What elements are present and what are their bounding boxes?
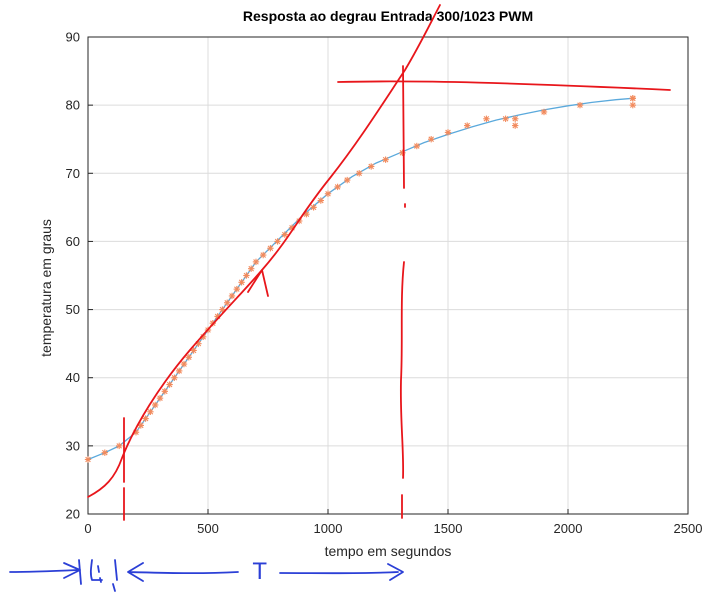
x-tick-label: 2000 [554,521,583,536]
data-point [502,115,509,122]
x-tick-label: 2500 [674,521,703,536]
time-constant-marker-3 [399,261,405,479]
y-axis-label: temperatura em graus [38,219,54,357]
data-point [101,449,108,456]
dead-time-bracket-left [78,559,82,585]
plot-area-frame [87,36,689,515]
data-point [156,394,164,402]
data-point [252,258,260,266]
chart-title: Resposta ao degrau Entrada 300/1023 PWM [243,8,533,24]
tangent-arrowhead [247,269,269,297]
data-point [382,156,389,163]
y-tick-label: 80 [66,98,80,113]
x-axis-label: tempo em segundos [325,543,452,559]
data-point [147,408,154,415]
data-point [243,272,250,279]
data-point [161,388,168,395]
data-point [176,367,183,375]
dead-time-letter-l [89,559,103,583]
data-point [356,170,363,177]
data-point [344,176,351,184]
y-tick-label: 20 [66,507,80,522]
y-tick-label: 70 [66,166,80,181]
data-point [483,115,490,122]
data-point [317,197,324,204]
data-point [399,149,406,157]
x-tick-label: 1500 [434,521,463,536]
data-point [238,279,245,286]
handwritten-annotations-blue: T [9,559,404,592]
data-point [137,422,144,429]
data-point [116,442,123,450]
x-tick-label: 500 [197,521,219,536]
data-point [368,163,375,170]
data-point [267,245,274,252]
data-point [334,183,341,191]
y-tick-label: 90 [66,30,80,45]
data-point [180,360,188,368]
data-point [464,122,471,129]
data-point [142,415,149,422]
data-point [171,374,178,381]
x-tick-label: 0 [84,521,91,536]
time-constant-arrow-left [127,562,239,582]
time-constant-label: T [252,560,267,585]
data-point [233,285,240,293]
handwritten-annotations-red [87,4,671,521]
data-point [260,251,267,259]
data-point [166,381,173,388]
time-constant-marker-1 [402,65,405,189]
y-tick-label: 30 [66,438,80,453]
data-point [428,136,435,143]
data-point [324,190,332,197]
time-constant-arrow-right [279,563,404,581]
data-point [629,101,636,109]
x-axis-ticks: 0 500 1000 1500 2000 2500 [84,509,702,536]
data-point [576,101,584,109]
data-point [444,129,452,136]
y-tick-label: 40 [66,370,80,385]
data-point [540,108,548,116]
data-point [228,292,236,300]
data-point [512,122,519,129]
data-point [310,204,317,211]
final-value-line [337,80,671,91]
data-point [224,299,231,306]
x-tick-label: 1000 [314,521,343,536]
y-axis-ticks: 20 30 40 50 60 70 80 90 [66,30,93,522]
data-point [84,456,92,463]
data-series [84,95,636,463]
data-point [248,265,255,272]
data-point [512,115,519,122]
data-point [152,401,159,409]
data-point [274,238,281,245]
y-tick-label: 60 [66,234,80,249]
data-point [413,142,420,150]
data-point [629,95,636,102]
data-point [281,231,288,238]
data-point [185,354,192,361]
dead-time-bracket-right [112,559,118,592]
y-tick-label: 50 [66,302,80,317]
